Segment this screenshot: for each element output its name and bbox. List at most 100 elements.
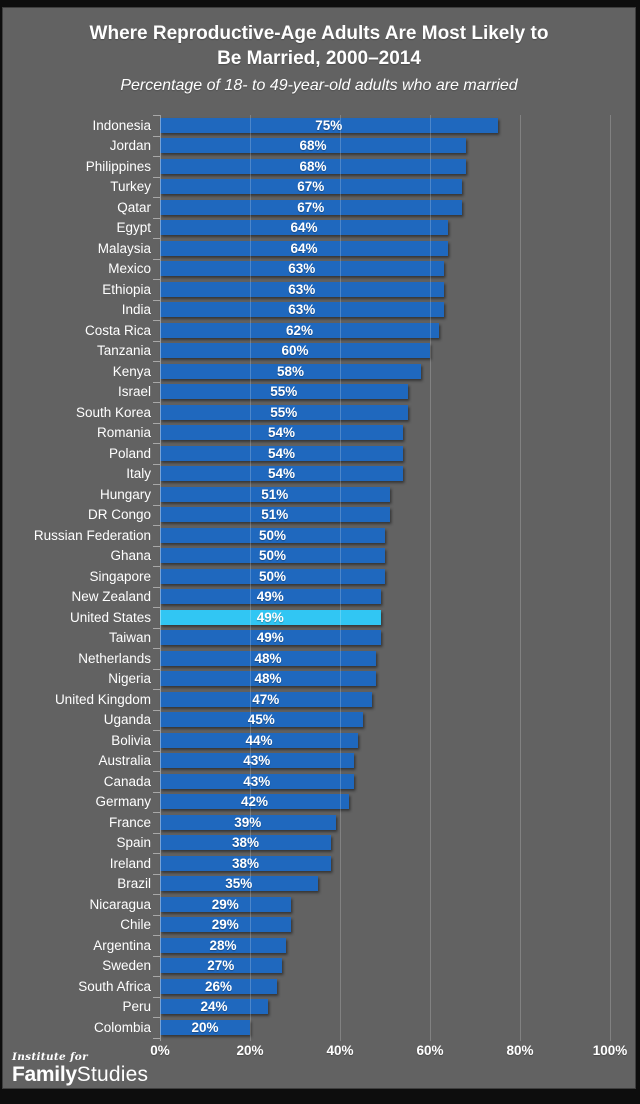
bar: 48% [160,671,376,687]
bar: 24% [160,999,268,1015]
bar: 50% [160,568,385,584]
axis-tick [153,463,160,465]
axis-tick [153,545,160,547]
bar-track: 29% [160,917,610,933]
axis-tick [153,381,160,383]
axis-tick [153,320,160,321]
axis-tick [153,238,160,239]
chart-row: Israel 55% [3,382,635,403]
bar: 67% [160,179,462,195]
bar: 55% [160,404,408,420]
chart-row: Romania 54% [3,423,635,444]
country-label: DR Congo [87,507,151,523]
bar: 50% [160,527,385,543]
bar: 49% [160,589,381,605]
country-label: Qatar [117,199,151,215]
bar-track: 68% [160,138,610,154]
axis-tick [153,361,160,362]
axis-tick [153,996,160,998]
axis-tick [153,791,160,793]
chart-panel: Where Reproductive-Age Adults Are Most L… [2,7,636,1089]
bar-track: 67% [160,179,610,195]
chart-row: Russian Federation 50% [3,525,635,546]
axis-tick [153,217,160,219]
country-label: Uganda [103,712,151,728]
axis-tick [153,525,160,526]
axis-tick [153,709,160,711]
chart-row: DR Congo 51% [3,505,635,526]
bar-track: 67% [160,199,610,215]
country-label: Argentina [93,937,151,953]
axis-tick [153,935,160,936]
chart-row: Nigeria 48% [3,669,635,690]
title-block: Where Reproductive-Age Adults Are Most L… [3,8,635,115]
axis-tick [153,873,160,875]
chart-row: Brazil 35% [3,874,635,895]
bar: 63% [160,302,444,318]
chart-row: Philippines 68% [3,156,635,177]
country-label: Costa Rica [84,322,151,338]
bar: 43% [160,773,354,789]
country-label: Netherlands [78,650,151,666]
bar-track: 48% [160,671,610,687]
bar: 58% [160,363,421,379]
country-label: Taiwan [108,630,151,646]
plot-area: Indonesia 75% Jordan 68% Philippines 68% Turke… [3,115,635,1041]
axis-tick [153,340,160,342]
country-label: Turkey [110,179,151,195]
chart-subtitle: Percentage of 18- to 49-year-old adults … [120,77,518,94]
chart-row: Hungary 51% [3,484,635,505]
bar-track: 44% [160,732,610,748]
bar-track: 54% [160,466,610,482]
chart-row: South Africa 26% [3,976,635,997]
chart-row: Ireland 38% [3,853,635,874]
country-label: Poland [108,445,151,461]
chart-row: Chile 29% [3,915,635,936]
bar-track: 45% [160,712,610,728]
bar: 75% [160,117,498,133]
bar-track: 20% [160,1019,610,1035]
bar: 39% [160,814,336,830]
x-axis-tick-label: 80% [506,1043,534,1058]
country-label: Chile [120,917,151,933]
axis-tick [153,443,160,444]
bar-highlight-united-states: 49% [160,609,381,625]
bar: 54% [160,425,403,441]
axis-tick [153,115,160,116]
country-label: Indonesia [92,117,151,133]
axis-tick [153,689,160,690]
bar: 20% [160,1019,250,1035]
axis-tick [153,156,160,157]
chart-row: South Korea 55% [3,402,635,423]
chart-row: Colombia 20% [3,1017,635,1038]
axis-tick [153,894,160,895]
axis-tick [153,750,160,752]
chart-row: Germany 42% [3,792,635,813]
axis-tick [153,504,160,506]
chart-row: Ghana 50% [3,546,635,567]
bar-track: 43% [160,753,610,769]
bar-track: 64% [160,240,610,256]
bar-track: 48% [160,650,610,666]
institute-for-family-studies-logo: Institute for FamilyStudies [12,1051,148,1085]
bar-track: 29% [160,896,610,912]
country-label: United States [69,609,151,625]
country-label: India [121,302,151,318]
bar: 51% [160,486,390,502]
bar: 63% [160,261,444,277]
x-axis-tick-label: 20% [236,1043,264,1058]
bar: 63% [160,281,444,297]
bar-track: 62% [160,322,610,338]
bar: 38% [160,835,331,851]
axis-tick [153,607,160,608]
chart-row: United States 49% [3,607,635,628]
chart-row: Costa Rica 62% [3,320,635,341]
country-label: Ghana [110,548,151,564]
bar-track: 35% [160,876,610,892]
bar-track: 68% [160,158,610,174]
bar: 54% [160,466,403,482]
bar: 54% [160,445,403,461]
chart-row: Qatar 67% [3,197,635,218]
category-axis-line [160,115,161,1041]
axis-tick [153,176,160,178]
